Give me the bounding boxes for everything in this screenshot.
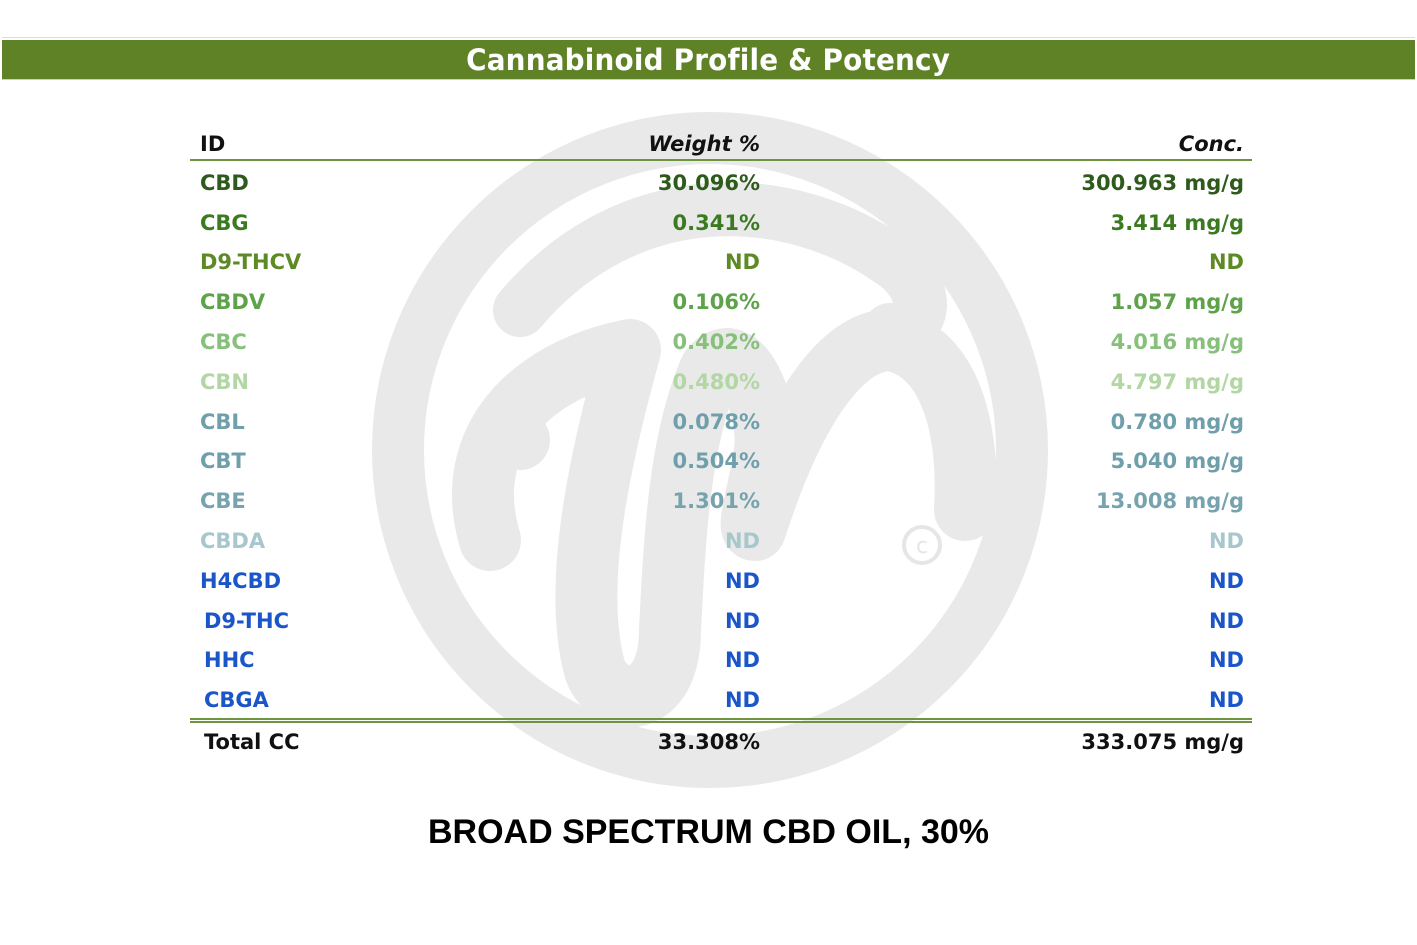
table-row: CBT 0.504% 5.040 mg/g — [190, 442, 1252, 482]
weight-percent: 0.504% — [672, 449, 760, 474]
top-divider — [2, 37, 1415, 38]
weight-percent: ND — [724, 688, 760, 713]
product-name: BROAD SPECTRUM CBD OIL, 30% — [427, 813, 990, 851]
weight-percent: 0.402% — [672, 330, 760, 355]
cannabinoid-id: D9-THCV — [200, 250, 302, 275]
concentration: ND — [1208, 529, 1244, 554]
table-body: CBD 30.096% 300.963 mg/g CBG 0.341% 3.41… — [190, 161, 1252, 720]
cannabinoid-id: CBD — [200, 170, 249, 195]
svg-text:c: c — [916, 534, 928, 559]
concentration: 0.780 mg/g — [1110, 409, 1244, 434]
column-header-conc: Conc. — [1178, 132, 1244, 156]
table-row: D9-THC ND ND — [190, 601, 1252, 641]
table-row: D9-THCV ND ND — [190, 243, 1252, 283]
table-row: CBDA ND ND — [190, 521, 1252, 561]
concentration: ND — [1208, 250, 1244, 275]
weight-percent: ND — [724, 648, 760, 673]
table-row: CBD 30.096% 300.963 mg/g — [190, 163, 1252, 203]
column-header-weight: Weight % — [648, 132, 760, 156]
table-row: CBDV 0.106% 1.057 mg/g — [190, 282, 1252, 322]
concentration: 3.414 mg/g — [1110, 210, 1244, 235]
table-row: CBC 0.402% 4.016 mg/g — [190, 322, 1252, 362]
table-row: HHC ND ND — [190, 641, 1252, 681]
concentration: 300.963 mg/g — [1081, 170, 1244, 195]
weight-percent: ND — [724, 250, 760, 275]
total-label: Total CC — [204, 730, 300, 755]
title-bar: Cannabinoid Profile & Potency — [2, 40, 1415, 80]
table-row: CBL 0.078% 0.780 mg/g — [190, 402, 1252, 442]
weight-percent: 0.106% — [672, 290, 760, 315]
concentration: 4.797 mg/g — [1110, 369, 1244, 394]
cannabinoid-id: CBDA — [200, 529, 266, 554]
cannabinoid-id: CBC — [200, 330, 247, 355]
potency-table: ID Weight % Conc. CBD 30.096% 300.963 mg… — [190, 124, 1252, 761]
weight-percent: ND — [724, 568, 760, 593]
concentration: 4.016 mg/g — [1110, 330, 1244, 355]
concentration: ND — [1208, 568, 1244, 593]
weight-percent: ND — [724, 608, 760, 633]
weight-percent: 1.301% — [672, 489, 760, 514]
table-row: CBG 0.341% 3.414 mg/g — [190, 203, 1252, 243]
table-row: H4CBD ND ND — [190, 561, 1252, 601]
total-row: Total CC 33.308% 333.075 mg/g — [190, 723, 1252, 761]
total-weight-percent: 33.308% — [657, 730, 760, 755]
weight-percent: 0.078% — [672, 409, 760, 434]
concentration: ND — [1208, 688, 1244, 713]
concentration: 13.008 mg/g — [1096, 489, 1244, 514]
concentration: ND — [1208, 648, 1244, 673]
table-row: CBE 1.301% 13.008 mg/g — [190, 481, 1252, 521]
cannabinoid-id: CBDV — [200, 290, 266, 315]
cannabinoid-id: CBE — [200, 489, 246, 514]
column-header-id: ID — [200, 132, 226, 156]
weight-percent: 0.480% — [672, 369, 760, 394]
cannabinoid-id: CBL — [200, 409, 245, 434]
cannabinoid-id: HHC — [204, 648, 255, 673]
concentration: 1.057 mg/g — [1110, 290, 1244, 315]
page-title: Cannabinoid Profile & Potency — [466, 42, 951, 77]
concentration: ND — [1208, 608, 1244, 633]
cannabinoid-id: CBGA — [204, 688, 269, 713]
cannabinoid-id: CBT — [200, 449, 246, 474]
cannabinoid-id: CBG — [200, 210, 249, 235]
total-concentration: 333.075 mg/g — [1081, 730, 1244, 755]
table-row: CBN 0.480% 4.797 mg/g — [190, 362, 1252, 402]
weight-percent: ND — [724, 529, 760, 554]
weight-percent: 0.341% — [672, 210, 760, 235]
cannabinoid-id: H4CBD — [200, 568, 282, 593]
brand-logo-watermark-icon: c — [372, 112, 1048, 788]
cannabinoid-id: CBN — [200, 369, 249, 394]
table-row: CBGA ND ND — [190, 680, 1252, 720]
weight-percent: 30.096% — [657, 170, 760, 195]
concentration: 5.040 mg/g — [1110, 449, 1244, 474]
cannabinoid-id: D9-THC — [204, 608, 289, 633]
table-header: ID Weight % Conc. — [190, 124, 1252, 161]
total-divider — [190, 718, 1252, 724]
